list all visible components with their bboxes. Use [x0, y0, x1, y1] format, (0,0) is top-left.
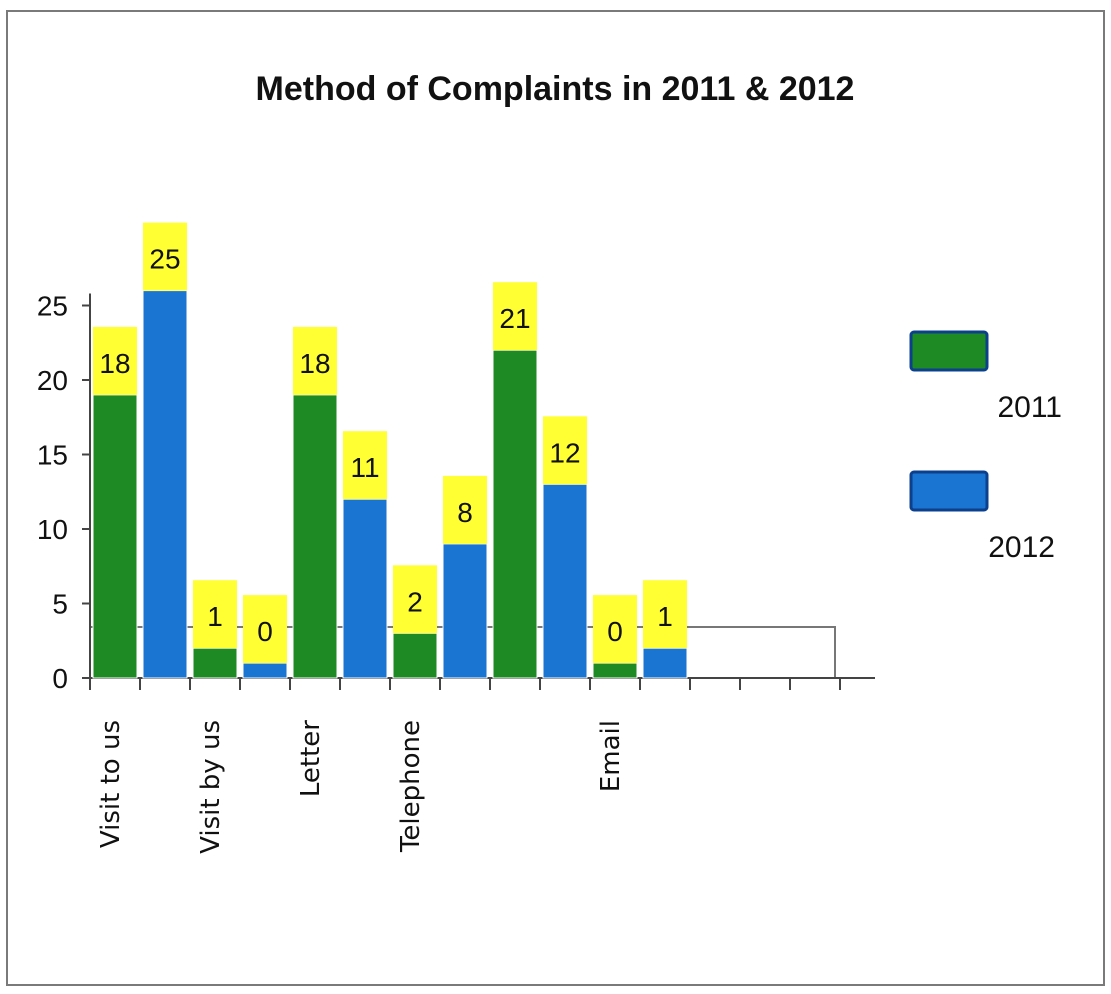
chart-title: Method of Complaints in 2011 & 2012 — [256, 70, 855, 108]
data-label-background — [93, 326, 137, 395]
data-label: 1 — [207, 601, 223, 632]
data-label-background — [243, 595, 287, 664]
data-label: 25 — [149, 244, 180, 275]
bar-2012 — [642, 647, 688, 679]
data-label: 18 — [299, 348, 330, 379]
bar-2011 — [492, 349, 538, 679]
data-label: 21 — [499, 303, 530, 334]
bar-2012 — [442, 543, 488, 679]
data-label-background — [593, 595, 637, 664]
category-label: Email — [596, 720, 626, 792]
data-label-background — [293, 326, 337, 395]
legend: 2011 2012 — [909, 330, 1062, 564]
legend-swatch-2012 — [909, 470, 989, 512]
y-tick-label: 15 — [37, 440, 68, 471]
bar-2012 — [542, 483, 588, 679]
y-tick-label: 25 — [37, 291, 68, 322]
data-label: 1 — [657, 601, 673, 632]
category-label: Telephone — [396, 720, 426, 853]
bar-2011 — [392, 632, 438, 679]
data-label-background — [643, 580, 687, 649]
data-label: 12 — [549, 437, 580, 468]
data-label: 0 — [257, 616, 273, 647]
data-label-background — [193, 580, 237, 649]
data-label-background — [393, 565, 437, 634]
data-label: 8 — [457, 497, 473, 528]
data-label: 11 — [350, 452, 379, 483]
data-label-background — [443, 475, 487, 544]
data-label-background — [493, 282, 537, 351]
bar-2011 — [592, 662, 638, 679]
bar-2012 — [342, 498, 388, 679]
category-label: Letter — [296, 720, 326, 797]
data-label-background — [543, 416, 587, 485]
legend-label: 2012 — [988, 531, 1055, 564]
data-label: 0 — [607, 616, 623, 647]
bar-2012 — [142, 290, 188, 679]
bar-2011 — [92, 394, 138, 679]
category-label: Visit to us — [96, 720, 126, 848]
bar-2011 — [292, 394, 338, 679]
category-label: Visit by us — [196, 720, 226, 854]
y-tick-label: 10 — [37, 514, 68, 545]
y-tick-label: 5 — [52, 589, 68, 620]
y-tick-label: 20 — [37, 365, 68, 396]
data-label-background — [143, 222, 187, 291]
bar-2012 — [242, 662, 288, 679]
legend-label: 2011 — [997, 391, 1062, 424]
bar-2011 — [192, 647, 238, 679]
data-label: 18 — [99, 348, 130, 379]
data-label: 2 — [407, 586, 423, 617]
y-tick-label: 0 — [52, 663, 68, 694]
legend-swatch-2011 — [909, 330, 989, 372]
data-label-background — [343, 431, 387, 500]
